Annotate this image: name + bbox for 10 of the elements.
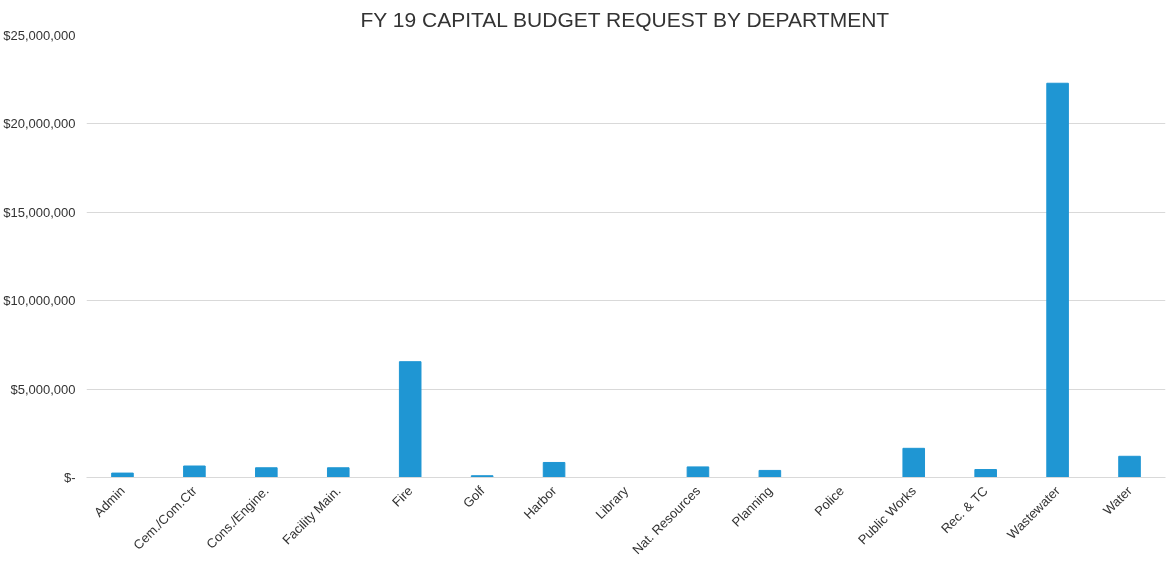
x-tick-label: Fire xyxy=(389,483,416,510)
y-tick-label: $20,000,000 xyxy=(3,116,76,132)
y-tick-label: $10,000,000 xyxy=(3,293,76,309)
y-tick-label: $5,000,000 xyxy=(10,381,76,397)
chart-title: FY 19 CAPITAL BUDGET REQUEST BY DEPARTMENT xyxy=(360,7,890,31)
x-tick-label: Golf xyxy=(459,482,488,511)
y-tick-label: $15,000,000 xyxy=(3,204,76,220)
y-tick-label: $- xyxy=(63,470,76,485)
y-tick-label: $25,000,000 xyxy=(3,28,76,43)
x-tick-label: Rec. & TC xyxy=(937,483,991,537)
